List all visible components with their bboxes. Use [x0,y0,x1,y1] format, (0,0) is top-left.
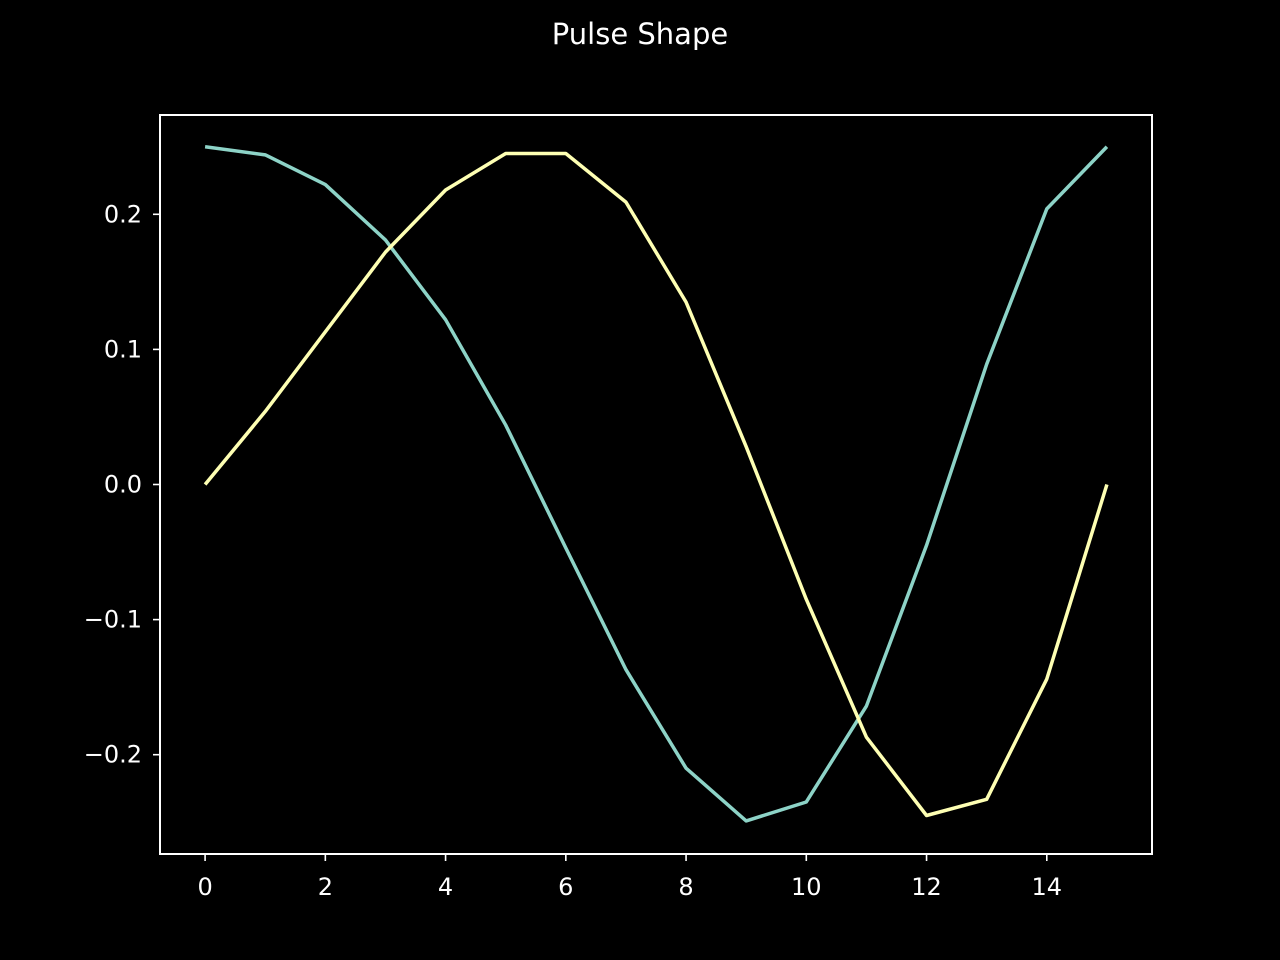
x-tick-label: 0 [197,873,212,901]
y-tick-label: −0.1 [84,606,142,634]
x-tick-label: 8 [678,873,693,901]
y-tick-label: 0.2 [104,200,142,228]
y-tick-label: 0.0 [104,471,142,499]
y-tick-label: 0.1 [104,335,142,363]
y-tick-label: −0.2 [84,741,142,769]
y-axis: 0.2 0.1 0.0 −0.1 −0.2 [84,200,160,769]
x-tick-label: 6 [558,873,573,901]
series-line-2 [203,151,1109,818]
chart-title: Pulse Shape [552,17,728,51]
series-line-1 [204,145,1109,823]
x-tick-label: 12 [911,873,942,901]
x-tick-label: 14 [1032,873,1063,901]
x-axis: 0 2 4 6 8 10 12 14 [197,854,1062,901]
x-tick-label: 10 [791,873,822,901]
x-tick-label: 4 [438,873,453,901]
series-layer [203,145,1109,823]
x-tick-label: 2 [318,873,333,901]
